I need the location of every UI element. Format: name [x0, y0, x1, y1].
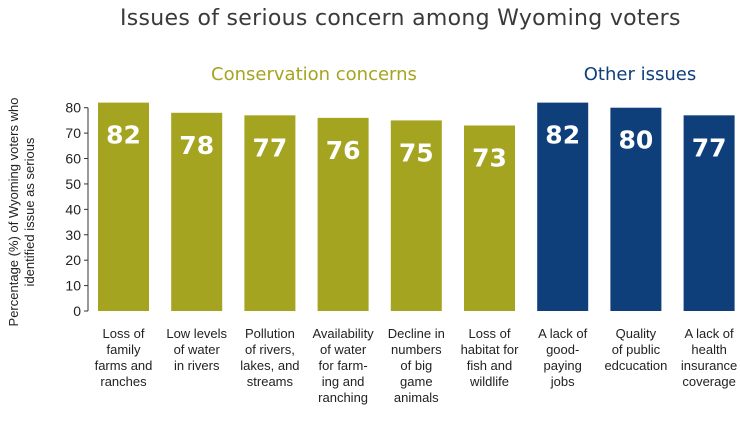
bar-value-label: 80: [619, 126, 654, 155]
y-tick-label: 70: [65, 125, 81, 141]
bar: [464, 125, 515, 312]
x-category-label: Decline in numbers of big game animals: [388, 326, 445, 405]
bar: [390, 120, 442, 311]
x-category-label: Availability of water for farm-ing and ranc…: [313, 326, 375, 405]
bar: [317, 117, 369, 311]
x-category-label: Quality of public edcucation: [604, 326, 667, 373]
x-category-label: Low levels of water in rivers: [166, 326, 227, 373]
bar: [171, 112, 223, 311]
bar-value-label: 77: [253, 133, 288, 162]
bar-value-label: 76: [326, 136, 361, 165]
chart-title: Issues of serious concern among Wyoming …: [120, 6, 681, 31]
y-tick-label: 30: [65, 227, 81, 243]
x-category-label: A lack of health insurance coverage: [681, 326, 737, 389]
bar-value-label: 75: [399, 138, 434, 167]
y-tick-label: 60: [65, 151, 81, 167]
x-category-label: Loss of habitat for fish and wildlife: [461, 326, 519, 389]
bar: [244, 115, 296, 312]
bar-value-label: 73: [472, 143, 507, 172]
bar: [98, 102, 149, 311]
bar-value-label: 78: [179, 131, 214, 160]
bar-value-label: 77: [692, 133, 727, 162]
y-tick-label: 10: [65, 278, 81, 294]
bar: [683, 115, 735, 312]
x-category-label: Loss of family farms and ranches: [95, 326, 153, 389]
group-label-conservation: Conservation concerns: [211, 64, 417, 85]
y-tick-label: 80: [65, 100, 81, 116]
x-category-label: Pollution of rivers, lakes, and streams: [240, 326, 299, 389]
group-label-other: Other issues: [583, 64, 697, 85]
bar: [610, 107, 662, 312]
bar-value-label: 82: [545, 121, 580, 150]
bar: [537, 102, 589, 311]
bar-value-label: 82: [106, 121, 141, 150]
y-tick-label: 20: [65, 252, 81, 268]
y-tick-label: 0: [73, 303, 81, 319]
y-tick-label: 50: [65, 176, 81, 192]
y-tick-label: 40: [65, 201, 81, 217]
x-category-label: A lack of good-paying jobs: [538, 326, 588, 389]
